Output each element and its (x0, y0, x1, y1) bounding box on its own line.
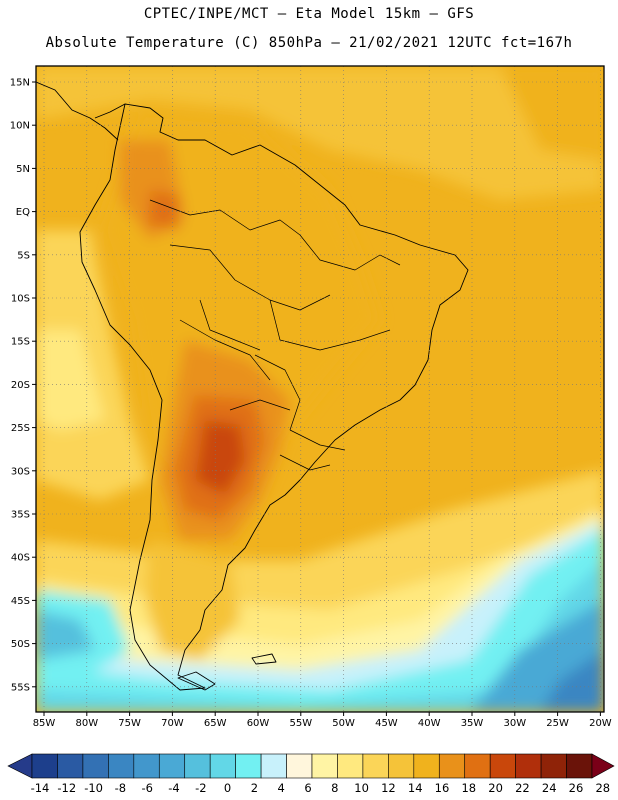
lat-label-7: 20S (11, 380, 30, 391)
temperature-field (36, 66, 604, 712)
colorbar-swatch-13 (362, 753, 389, 779)
colorbar-label-0: -14 (31, 781, 50, 795)
colorbar-label-10: 6 (304, 781, 311, 795)
country-borders (149, 199, 401, 471)
colorbar-label-5: -4 (168, 781, 179, 795)
lon-label-0: 85W (33, 718, 56, 729)
lon-label-4: 65W (204, 718, 227, 729)
lat-label-12: 45S (11, 596, 30, 607)
colorbar-swatch-9 (260, 753, 287, 779)
falklands (251, 653, 277, 665)
tierra-del-fuego (177, 671, 216, 691)
colorbar-swatch-11 (311, 753, 338, 779)
longitude-axis: 85W 80W 75W 70W 65W 60W 55W 50W 45W 40W 35W 30W 25W 2… (33, 712, 612, 729)
colorbar-under-arrow (7, 753, 33, 779)
colorbar-swatch-19 (515, 753, 542, 779)
lat-label-0: 15N (10, 78, 30, 89)
lat-label-13: 50S (11, 639, 30, 650)
lon-label-13: 20W (589, 718, 612, 729)
lat-label-9: 30S (11, 466, 30, 477)
latitude-axis: 15N 10N 5N EQ 5S 10S 15S 20S 25S 30S 35S 40S 45S 50S 5… (10, 78, 36, 693)
colorbar-label-16: 18 (461, 781, 476, 795)
lon-label-6: 55W (289, 718, 312, 729)
colorbar-over-arrow (591, 753, 615, 779)
colorbar-swatch-18 (489, 753, 516, 779)
colorbar-swatch-20 (540, 753, 567, 779)
map-frame (35, 65, 605, 713)
lon-label-7: 50W (332, 718, 355, 729)
lat-label-5: 10S (11, 294, 30, 305)
colorbar-swatch-3 (108, 753, 135, 779)
colorbar-swatch-7 (209, 753, 236, 779)
colorbar-label-7: 0 (224, 781, 231, 795)
lat-label-11: 40S (11, 553, 30, 564)
colorbar-label-1: -12 (57, 781, 76, 795)
colorbar-label-9: 4 (278, 781, 285, 795)
lon-label-1: 80W (75, 718, 98, 729)
colorbar-swatch-17 (464, 753, 491, 779)
colorbar-swatch-8 (235, 753, 262, 779)
lat-label-1: 10N (10, 121, 30, 132)
colorbar-swatch-4 (133, 753, 160, 779)
central-america-coastline (36, 81, 126, 141)
lon-label-2: 75W (118, 718, 141, 729)
lat-label-2: 5N (16, 164, 30, 175)
lon-label-8: 45W (375, 718, 398, 729)
chart-title-line1: CPTEC/INPE/MCT — Eta Model 15km — GFS (143, 6, 475, 22)
lat-label-4: 5S (17, 250, 30, 261)
colorbar-swatch-6 (184, 753, 211, 779)
colorbar-swatch-0 (31, 753, 58, 779)
lon-label-12: 25W (546, 718, 569, 729)
colorbar-label-15: 16 (435, 781, 450, 795)
colorbar-swatch-15 (413, 753, 440, 779)
colorbar-label-19: 24 (542, 781, 557, 795)
colorbar-label-4: -6 (141, 781, 152, 795)
lon-label-9: 40W (418, 718, 441, 729)
lat-label-8: 25S (11, 423, 30, 434)
lat-label-10: 35S (11, 510, 30, 521)
lon-label-3: 70W (161, 718, 184, 729)
south-america-coastline (79, 103, 469, 691)
graticule (36, 66, 604, 712)
lat-label-3: EQ (16, 207, 30, 218)
colorbar-label-11: 8 (331, 781, 338, 795)
colorbar-swatch-10 (286, 753, 313, 779)
colorbar-label-20: 26 (569, 781, 584, 795)
colorbar-swatch-5 (158, 753, 186, 779)
colorbar-swatch-21 (566, 753, 593, 779)
colorbar-label-2: -10 (84, 781, 103, 795)
colorbar-label-8: 2 (251, 781, 258, 795)
colorbar-label-3: -8 (115, 781, 126, 795)
colorbar-swatch-16 (438, 753, 466, 779)
lon-label-10: 35W (461, 718, 484, 729)
colorbar-label-12: 10 (354, 781, 369, 795)
colorbar-swatch-1 (57, 753, 84, 779)
lon-label-11: 30W (503, 718, 526, 729)
colorbar-swatch-12 (337, 753, 364, 779)
colorbar-label-14: 14 (408, 781, 423, 795)
lat-label-14: 55S (11, 682, 30, 693)
colorbar: -14 -12 -10 -8 -6 -4 -2 0 2 4 6 8 10 12 14 16 18 20 22 24 26… (7, 753, 615, 795)
chart-title-line2: Absolute Temperature (C) 850hPa — 21/02/… (45, 35, 573, 51)
lat-label-6: 15S (11, 337, 30, 348)
colorbar-swatch-2 (82, 753, 109, 779)
colorbar-label-18: 22 (515, 781, 530, 795)
colorbar-swatch-14 (388, 753, 415, 779)
colorbar-label-13: 12 (381, 781, 396, 795)
colorbar-label-6: -2 (195, 781, 206, 795)
lon-label-5: 60W (247, 718, 270, 729)
colorbar-label-21: 28 (595, 781, 610, 795)
colorbar-label-17: 20 (488, 781, 503, 795)
